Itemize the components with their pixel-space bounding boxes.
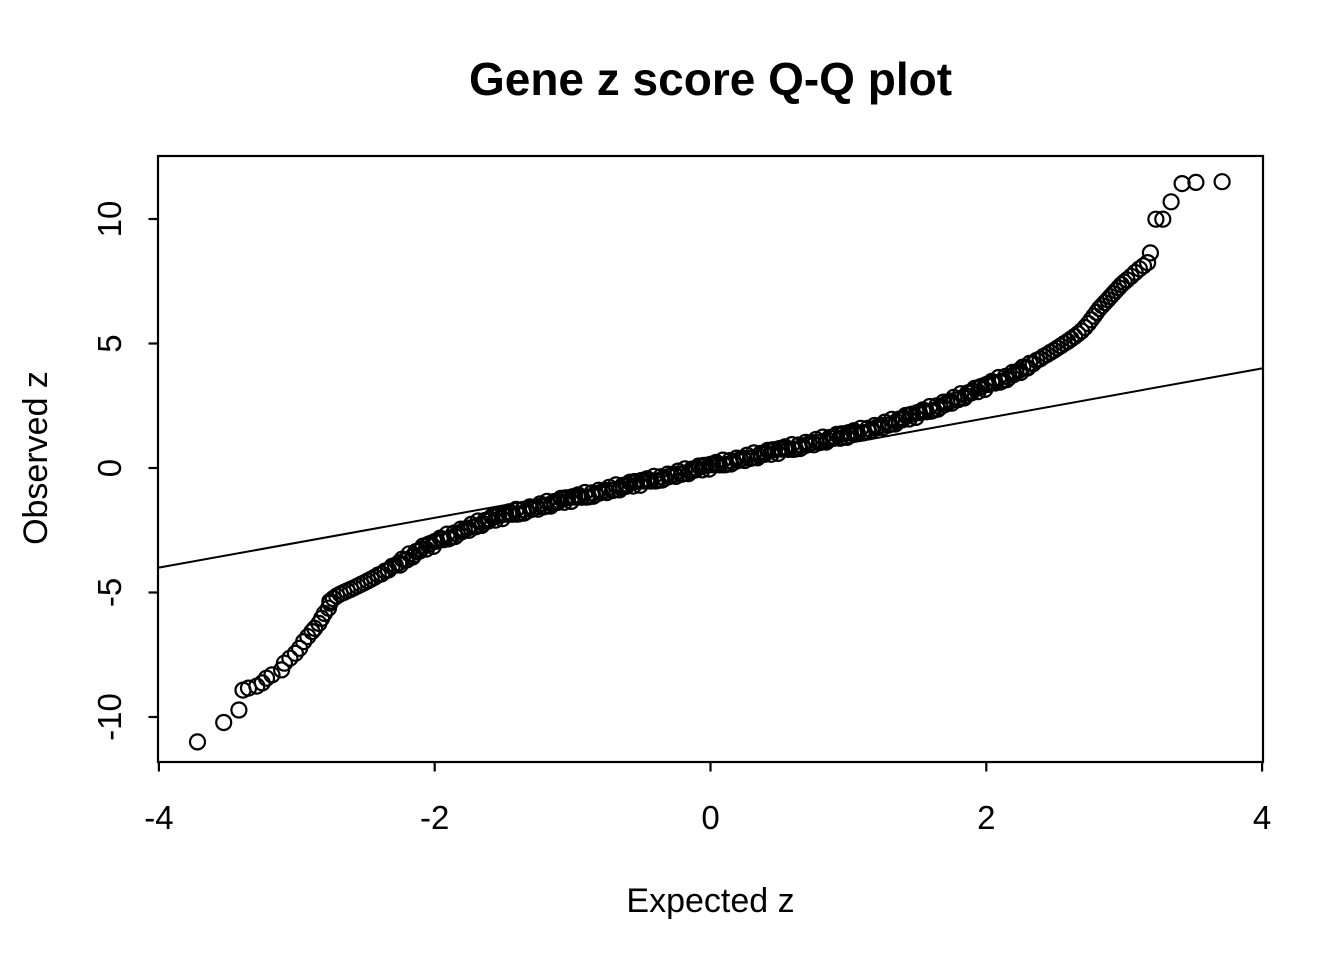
data-point — [1147, 210, 1165, 228]
data-point — [1162, 193, 1180, 211]
x-tick-label: 2 — [977, 799, 995, 836]
y-tick-label: -10 — [91, 693, 128, 741]
data-point — [188, 733, 207, 751]
data-point — [215, 713, 233, 732]
x-axis-title: Expected z — [626, 882, 795, 920]
data-point — [253, 674, 271, 692]
data-point — [275, 654, 293, 672]
x-tick-label: 0 — [701, 799, 719, 836]
data-point — [1079, 315, 1097, 333]
data-point — [1213, 173, 1231, 191]
data-point — [1138, 254, 1157, 272]
data-point — [1141, 244, 1160, 262]
data-point — [286, 644, 304, 662]
data-point — [1134, 257, 1153, 275]
x-tick-label: 4 — [1253, 799, 1271, 836]
y-tick-label: 0 — [91, 459, 128, 477]
data-point — [1173, 175, 1191, 193]
data-point — [295, 632, 313, 651]
data-point — [1076, 318, 1094, 337]
data-point — [263, 666, 281, 684]
chart-title: Gene z score Q-Q plot — [468, 53, 953, 105]
x-tick-label: -2 — [420, 799, 449, 836]
data-point — [1187, 173, 1205, 191]
y-tick-label: -5 — [91, 578, 128, 607]
data-point — [230, 701, 248, 719]
y-tick-label: 5 — [91, 334, 128, 352]
x-tick-label: -4 — [144, 799, 173, 836]
data-point — [1112, 276, 1131, 294]
y-tick-label: 10 — [91, 201, 128, 238]
data-point — [1154, 210, 1172, 228]
data-point — [281, 649, 299, 667]
